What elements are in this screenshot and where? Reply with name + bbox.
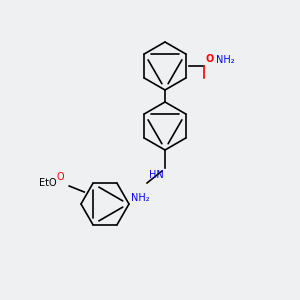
Text: EtO: EtO	[39, 178, 57, 188]
Text: O: O	[206, 55, 214, 64]
Text: O: O	[56, 172, 64, 182]
Text: HN: HN	[148, 170, 164, 181]
Text: NH₂: NH₂	[216, 55, 235, 65]
Text: NH₂: NH₂	[130, 193, 149, 203]
